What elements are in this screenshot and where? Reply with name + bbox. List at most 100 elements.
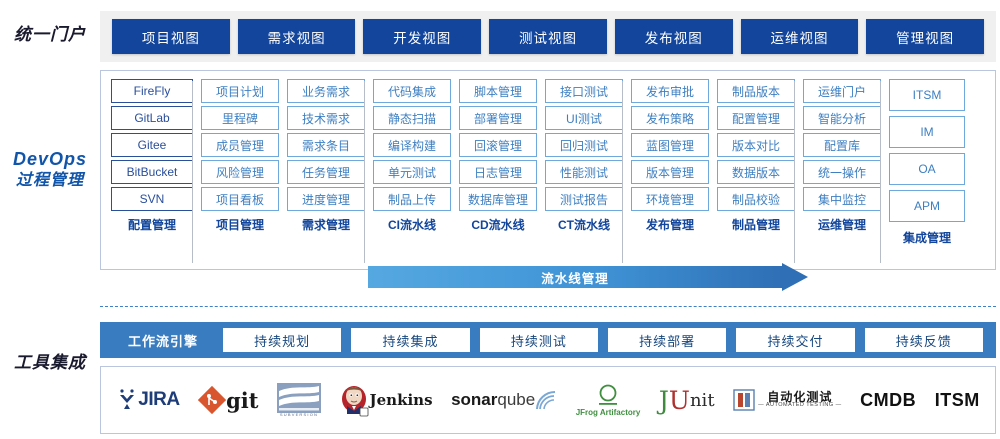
capability-cell[interactable]: 智能分析 xyxy=(803,106,881,130)
capability-cell[interactable]: IM xyxy=(889,116,965,148)
capability-cell[interactable]: 蓝图管理 xyxy=(631,133,709,157)
column-CI流水线: 代码集成 静态扫描 编译构建 单元测试 制品上传 CI流水线 xyxy=(369,79,455,265)
capability-cell[interactable]: 编译构建 xyxy=(373,133,451,157)
git-wordmark: git xyxy=(226,387,259,413)
column-title: 制品管理 xyxy=(731,218,780,232)
capability-cell[interactable]: 发布审批 xyxy=(631,79,709,103)
jenkins-wordmark: Jenkins xyxy=(369,391,433,409)
portal-button-4[interactable]: 测试视图 xyxy=(489,19,607,54)
capability-cell[interactable]: 需求条目 xyxy=(287,133,365,157)
sonarqube-wordmark: sonar qube xyxy=(451,389,557,411)
capability-cell[interactable]: 发布策略 xyxy=(631,106,709,130)
capability-cell[interactable]: 制品校验 xyxy=(717,187,795,211)
workflow-stage-4[interactable]: 持续部署 xyxy=(607,328,727,352)
logo-automated-testing: 自动化测试 — AUTOMATED TESTING — xyxy=(733,377,842,423)
capability-cell[interactable]: 测试报告 xyxy=(545,187,623,211)
capability-cell[interactable]: APM xyxy=(889,190,965,222)
column-title: 集成管理 xyxy=(902,231,951,245)
automated-testing-text: 自动化测试 — AUTOMATED TESTING — xyxy=(758,391,842,409)
pipeline-arrow-body xyxy=(368,266,782,288)
workflow-stage-3[interactable]: 持续测试 xyxy=(479,328,598,352)
workflow-stage-2[interactable]: 持续集成 xyxy=(351,328,470,352)
capability-cell[interactable]: 里程碑 xyxy=(201,106,279,130)
capability-cell[interactable]: 业务需求 xyxy=(287,79,365,103)
capability-cell[interactable]: 技术需求 xyxy=(287,106,365,130)
workflow-stage-5[interactable]: 持续交付 xyxy=(736,328,855,352)
portal-button-5[interactable]: 发布视图 xyxy=(614,19,733,54)
logo-cmdb: CMDB xyxy=(860,377,916,423)
column-title: 项目管理 xyxy=(215,218,264,232)
workflow-stage-1[interactable]: 持续规划 xyxy=(223,328,342,352)
column-CD流水线: 脚本管理 部署管理 回滚管理 日志管理 数据库管理 CD流水线 xyxy=(455,79,541,265)
capability-cell[interactable]: GitLab xyxy=(111,106,193,130)
capability-cell[interactable]: 性能测试 xyxy=(545,160,623,184)
capability-cell[interactable]: 运维门户 xyxy=(803,79,881,103)
column-CT流水线: 接口测试 UI测试 回归测试 性能测试 测试报告 CT流水线 xyxy=(541,79,627,265)
capability-cell[interactable]: 数据库管理 xyxy=(459,187,537,211)
portal-button-2[interactable]: 需求视图 xyxy=(237,19,356,54)
capability-cell[interactable]: BitBucket xyxy=(111,160,193,184)
capability-cell[interactable]: 静态扫描 xyxy=(373,106,451,130)
column-集成管理: ITSM IM OA APM 集成管理 xyxy=(885,79,969,265)
capability-cell[interactable]: 统一操作 xyxy=(803,160,881,184)
capability-cell[interactable]: 部署管理 xyxy=(459,106,537,130)
capability-cell[interactable]: 版本对比 xyxy=(717,133,795,157)
pipeline-arrow: 流水线管理 xyxy=(368,263,818,291)
portal-button-1[interactable]: 项目视图 xyxy=(112,19,230,54)
capability-cell[interactable]: 代码集成 xyxy=(373,79,451,103)
column-制品管理: 制品版本配置管理版本对比数据版本制品校验制品管理 xyxy=(713,79,799,265)
capability-cell[interactable]: 环境管理 xyxy=(631,187,709,211)
capability-cell[interactable]: 单元测试 xyxy=(373,160,451,184)
logo-subversion: SUBVERSION xyxy=(277,377,321,423)
capability-cell[interactable]: ITSM xyxy=(889,79,965,111)
capability-cell[interactable]: 集中监控 xyxy=(803,187,881,211)
portal-button-3[interactable]: 开发视图 xyxy=(363,19,482,54)
logo-itsm: ITSM xyxy=(935,377,980,423)
capability-cell[interactable]: 成员管理 xyxy=(201,133,279,157)
capability-cell[interactable]: Gitee xyxy=(111,133,193,157)
capability-cell[interactable]: 配置库 xyxy=(803,133,881,157)
workflow-stage-6[interactable]: 持续反馈 xyxy=(864,328,983,352)
logo-jfrog: JFrog Artifactory xyxy=(575,377,641,423)
jira-mark-icon xyxy=(116,388,138,412)
automated-testing-logo: 自动化测试 — AUTOMATED TESTING — xyxy=(733,389,842,411)
capability-cell[interactable]: 项目计划 xyxy=(201,79,279,103)
jfrog-wordmark: JFrog Artifactory xyxy=(575,407,641,417)
column-group-release-artifact-group: 发布审批 发布策略 蓝图管理 版本管理 环境管理 发布管理 制品版本 配置管理 版本对比 数据版本… xyxy=(622,79,799,265)
capability-cell[interactable]: 接口测试 xyxy=(545,79,623,103)
pipeline-arrow-head xyxy=(782,263,808,291)
capability-cell[interactable]: 制品上传 xyxy=(373,187,451,211)
column-title: 需求管理 xyxy=(301,218,350,232)
capability-cell[interactable]: 制品版本 xyxy=(717,79,795,103)
capability-cell[interactable]: 风险管理 xyxy=(201,160,279,184)
column-group-pipeline-group: 代码集成 静态扫描 编译构建 单元测试 制品上传 CI流水线 脚本管理 部署管理 回滚管理 日志管… xyxy=(364,79,627,265)
capability-cell[interactable]: 回滚管理 xyxy=(459,133,537,157)
portal-button-strip: 项目视图 需求视图 开发视图 测试视图 发布视图 运维视图 管理视图 xyxy=(100,11,996,62)
capability-cell[interactable]: SVN xyxy=(111,187,193,211)
capability-cell[interactable]: OA xyxy=(889,153,965,185)
rail-label-portal: 统一门户 xyxy=(14,25,86,44)
junit-letter-j: J xyxy=(658,385,669,415)
column-项目管理: 项目计划里程碑成员管理风险管理项目看板项目管理 xyxy=(197,79,283,265)
capability-cell[interactable]: 进度管理 xyxy=(287,187,365,211)
capability-cell[interactable]: FireFly xyxy=(111,79,193,103)
capability-cell[interactable]: 日志管理 xyxy=(459,160,537,184)
subversion-mark-icon: SUBVERSION xyxy=(277,383,321,417)
portal-button-7[interactable]: 管理视图 xyxy=(866,19,985,54)
logo-jenkins: Jenkins xyxy=(340,377,433,423)
capability-cell[interactable]: 任务管理 xyxy=(287,160,365,184)
capability-cell[interactable]: 配置管理 xyxy=(717,106,795,130)
pipeline-arrow-label: 流水线管理 xyxy=(541,271,609,286)
svg-text:SUBVERSION: SUBVERSION xyxy=(280,412,318,417)
capability-cell[interactable]: UI测试 xyxy=(545,106,623,130)
capability-cell[interactable]: 版本管理 xyxy=(631,160,709,184)
capability-cell[interactable]: 项目看板 xyxy=(201,187,279,211)
portal-button-6[interactable]: 运维视图 xyxy=(740,19,859,54)
capability-cell[interactable]: 数据版本 xyxy=(717,160,795,184)
column-group-config-group: FireFly GitLab Gitee BitBucket SVN 配置管理 xyxy=(107,79,197,265)
capability-cell[interactable]: 脚本管理 xyxy=(459,79,537,103)
column-group-project-requirement-group: 项目计划 里程碑 成员管理 风险管理 项目看板 项目管理 业务需求 技术需求 需求条目 任务管理进… xyxy=(192,79,369,265)
capability-cell[interactable]: 回归测试 xyxy=(545,133,623,157)
workflow-engine-band: 工作流引擎 持续规划 持续集成 持续测试 持续部署 持续交付 持续反馈 xyxy=(100,322,996,358)
